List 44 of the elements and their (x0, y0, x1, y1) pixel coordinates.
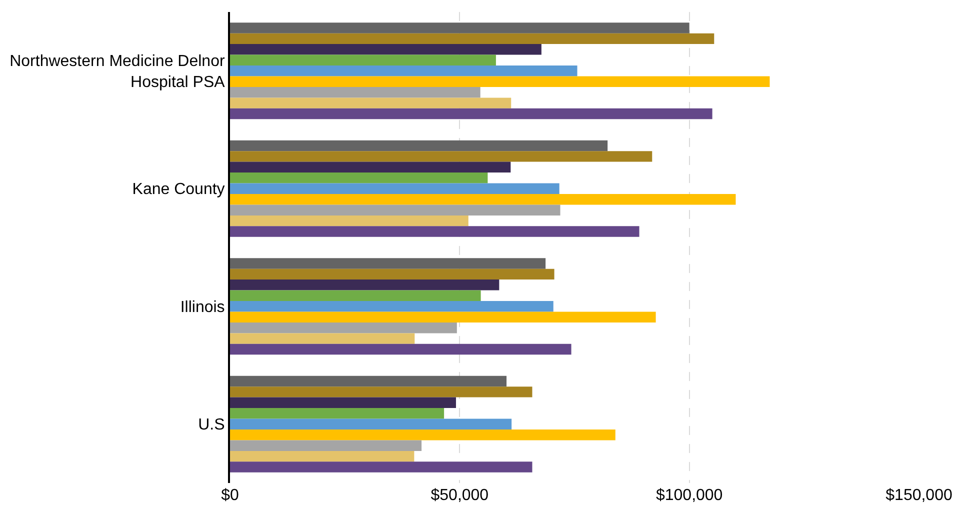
bar (230, 386, 532, 398)
bar (230, 376, 507, 387)
bar (230, 290, 481, 302)
bar (230, 280, 500, 290)
bar (230, 194, 736, 205)
bar (230, 204, 560, 216)
x-tick-label: $0 (221, 487, 239, 504)
y-tick-label: Northwestern Medicine Delnor Hospital PSA (10, 53, 226, 91)
bar (230, 301, 554, 312)
bar (230, 258, 546, 269)
bar (230, 397, 456, 408)
bar (230, 429, 616, 440)
bar (230, 215, 468, 226)
bar (230, 344, 572, 355)
bar (230, 312, 656, 322)
x-tick-label: $150,000 (886, 487, 952, 504)
bar (230, 418, 512, 430)
bar (230, 226, 640, 237)
bar (230, 408, 444, 419)
bar (230, 44, 542, 55)
bar (230, 440, 422, 451)
x-tick-label: $100,000 (656, 487, 723, 504)
y-tick-label: Kane County (132, 181, 225, 198)
bar (230, 268, 554, 280)
bar (230, 151, 652, 162)
bar (230, 183, 560, 194)
bar (230, 108, 712, 120)
bar (230, 172, 488, 184)
bar (230, 66, 578, 76)
bar (230, 98, 512, 108)
bar (230, 162, 511, 173)
bar (230, 140, 608, 152)
bar (230, 450, 414, 462)
bar (230, 22, 690, 34)
bar (230, 333, 415, 344)
bar (230, 54, 496, 66)
bar (230, 462, 532, 472)
x-tick-label: $50,000 (430, 487, 489, 504)
y-tick-label: Illinois (180, 298, 225, 316)
bar (230, 322, 457, 334)
bar (230, 86, 480, 98)
bar (230, 76, 770, 87)
y-tick-label: U.S (198, 416, 225, 434)
bar (230, 33, 714, 44)
